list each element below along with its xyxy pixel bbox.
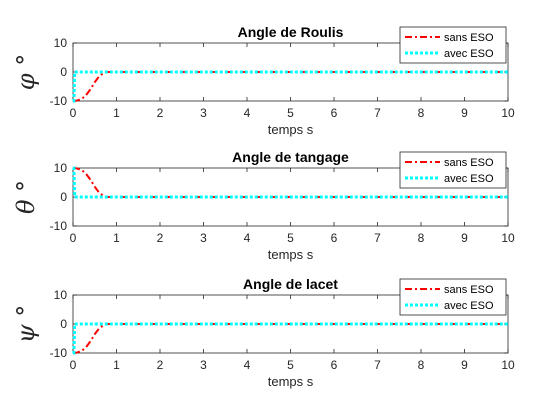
legend-box	[399, 26, 507, 64]
x-tick-label: 4	[244, 231, 251, 245]
legend-entry: sans ESO	[444, 157, 494, 169]
chart-title: Angle de Roulis	[238, 24, 344, 40]
legend-entry: sans ESO	[444, 32, 494, 44]
series-line-sans-eso	[73, 71, 508, 102]
x-tick-label: 8	[418, 231, 425, 245]
x-tick-label: 7	[374, 106, 381, 120]
x-tick-label: 5	[287, 231, 294, 245]
y-tick-label: 0	[60, 317, 67, 331]
chart-title: Angle de lacet	[243, 276, 338, 292]
series-line-sans-eso	[73, 323, 508, 354]
x-tick-label: 4	[244, 358, 251, 372]
x-tick-label: 9	[461, 358, 468, 372]
x-tick-label: 6	[331, 106, 338, 120]
x-tick-label: 9	[461, 106, 468, 120]
legend-entry: avec ESO	[444, 173, 494, 185]
y-axis-label: φ °	[12, 54, 40, 90]
x-tick-label: 1	[113, 358, 120, 372]
series-line-sans-eso	[73, 167, 508, 198]
legend-entry: avec ESO	[444, 300, 494, 312]
x-axis-label: temps s	[268, 374, 314, 389]
x-tick-label: 7	[374, 231, 381, 245]
legend: sans ESO avec ESO	[399, 151, 507, 189]
series-line-avec-eso	[72, 322, 508, 355]
x-tick-label: 1	[113, 106, 120, 120]
x-tick-label: 8	[418, 106, 425, 120]
x-tick-label: 10	[501, 231, 515, 245]
y-axis-label: θ °	[12, 180, 40, 214]
y-tick-label: 0	[60, 190, 67, 204]
x-axis-label: temps s	[268, 122, 314, 137]
series-line-avec-eso	[72, 166, 508, 199]
x-tick-label: 1	[113, 231, 120, 245]
x-tick-label: 2	[157, 358, 164, 372]
x-tick-label: 3	[200, 106, 207, 120]
chart-title: Angle de tangage	[232, 149, 349, 165]
x-tick-label: 2	[157, 231, 164, 245]
y-tick-label: 10	[54, 288, 68, 302]
legend: sans ESO avec ESO	[399, 278, 507, 316]
x-axis-label: temps s	[268, 247, 314, 262]
x-tick-label: 3	[200, 358, 207, 372]
x-tick-label: 6	[331, 358, 338, 372]
y-tick-label: 0	[60, 65, 67, 79]
x-tick-label: 9	[461, 231, 468, 245]
x-tick-label: 7	[374, 358, 381, 372]
y-tick-label: 10	[54, 36, 68, 50]
y-tick-label: -10	[50, 346, 68, 360]
x-tick-label: 5	[287, 106, 294, 120]
legend: sans ESO avec ESO	[399, 26, 507, 64]
legend-box	[399, 278, 507, 316]
x-tick-label: 0	[70, 231, 77, 245]
legend-box	[399, 151, 507, 189]
x-tick-label: 0	[70, 358, 77, 372]
x-tick-label: 4	[244, 106, 251, 120]
legend-entry: avec ESO	[444, 48, 494, 60]
x-tick-label: 2	[157, 106, 164, 120]
x-tick-label: 8	[418, 358, 425, 372]
x-tick-label: 5	[287, 358, 294, 372]
y-tick-label: -10	[50, 219, 68, 233]
legend-entry: sans ESO	[444, 284, 494, 296]
series-line-avec-eso	[72, 70, 508, 103]
y-axis-label: ψ °	[12, 305, 40, 343]
y-tick-label: -10	[50, 94, 68, 108]
x-tick-label: 10	[501, 106, 515, 120]
x-tick-label: 10	[501, 358, 515, 372]
x-tick-label: 0	[70, 106, 77, 120]
y-tick-label: 10	[54, 161, 68, 175]
x-tick-label: 3	[200, 231, 207, 245]
x-tick-label: 6	[331, 231, 338, 245]
